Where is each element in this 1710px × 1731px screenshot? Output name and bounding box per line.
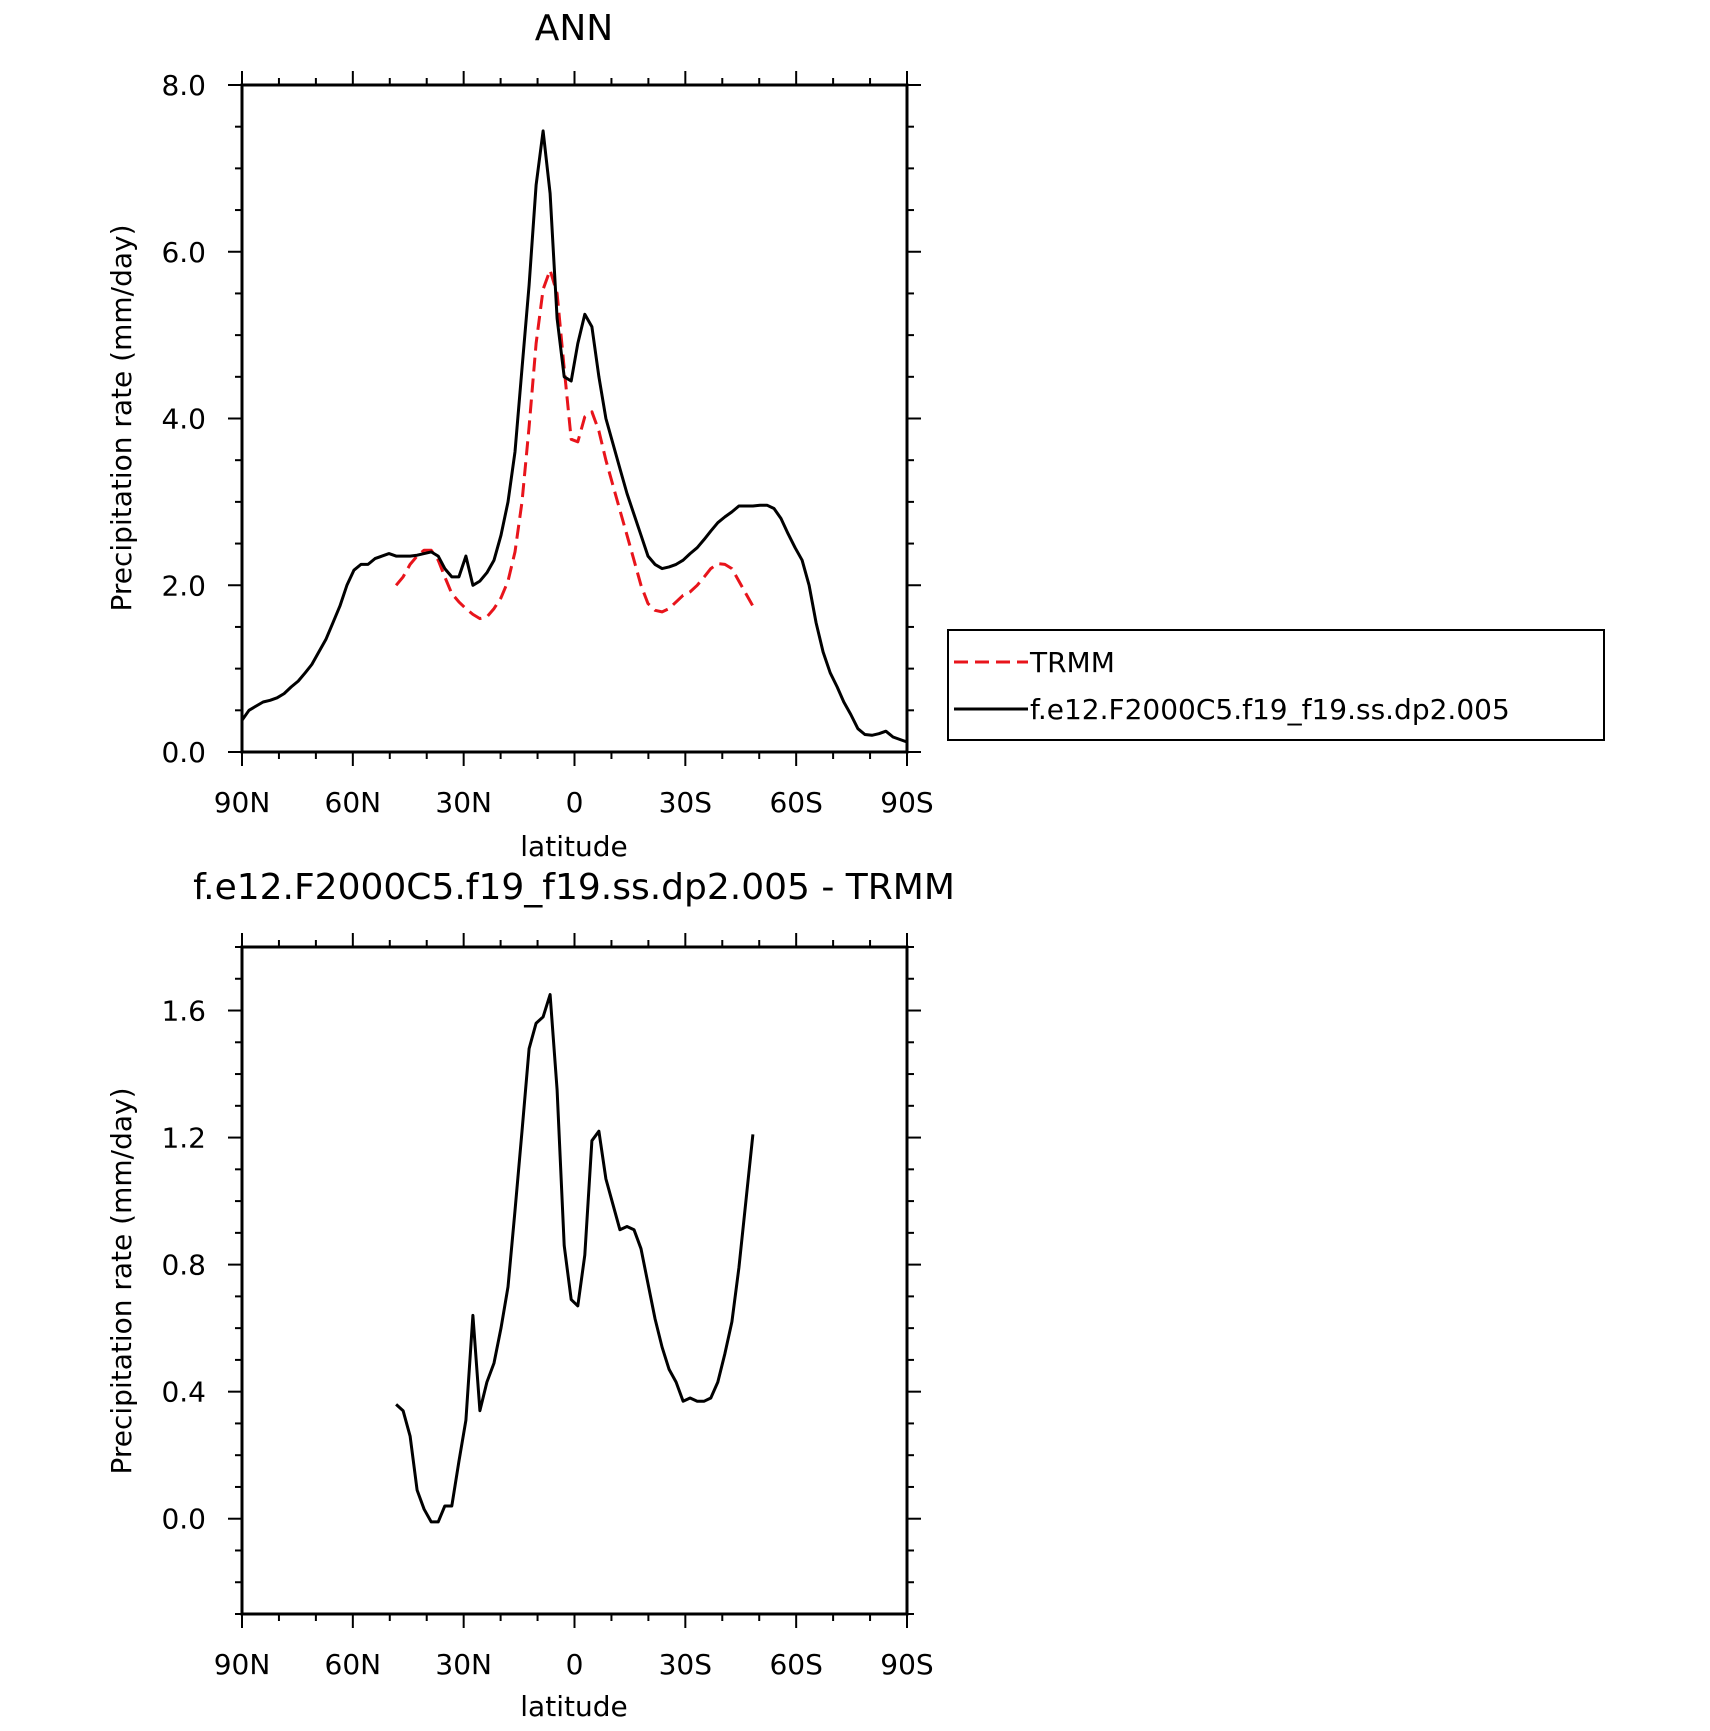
top-y-tick-label: 6.0 [161, 236, 206, 269]
bottom-chart-title: f.e12.F2000C5.f19_f19.ss.dp2.005 - TRMM [193, 867, 955, 908]
top-series-model-line [240, 129, 908, 744]
legend: TRMM f.e12.F2000C5.f19_f19.ss.dp2.005 [947, 629, 1605, 741]
bottom-axis-ticks [228, 933, 921, 1628]
top-series-trmm-line [394, 268, 755, 621]
bottom-x-tick-label: 0 [566, 1648, 584, 1681]
top-x-tick-label: 60N [325, 786, 382, 819]
legend-label-trmm: TRMM [1029, 646, 1115, 679]
bottom-series-difference-line [395, 993, 755, 1524]
bottom-x-tick-label: 30N [435, 1648, 492, 1681]
top-x-tick-label: 90S [880, 786, 933, 819]
difference-panel: f.e12.F2000C5.f19_f19.ss.dp2.005 - TRMM … [105, 867, 955, 1723]
bottom-y-tick-label: 0.0 [161, 1503, 206, 1536]
top-chart-title: ANN [535, 8, 614, 49]
bottom-x-axis-label: latitude [520, 1690, 627, 1723]
top-plot-frame [240, 83, 909, 754]
bottom-x-tick-label: 60S [769, 1648, 822, 1681]
bottom-x-tick-label: 90S [880, 1648, 933, 1681]
bottom-x-tick-label: 60N [325, 1648, 382, 1681]
bottom-y-tick-label: 0.8 [161, 1249, 206, 1282]
bottom-x-tick-label: 30S [659, 1648, 712, 1681]
top-x-tick-label: 60S [769, 786, 822, 819]
bottom-plot-frame [240, 945, 909, 1616]
bottom-y-tick-label: 1.2 [161, 1122, 206, 1155]
bottom-x-tick-label: 90N [214, 1648, 271, 1681]
top-series-lines [240, 129, 908, 744]
top-y-tick-label: 8.0 [161, 69, 206, 102]
bottom-y-axis-label: Precipitation rate (mm/day) [105, 1087, 138, 1474]
top-x-tick-label: 30N [435, 786, 492, 819]
top-x-tick-label: 90N [214, 786, 271, 819]
top-x-axis-label: latitude [520, 830, 627, 863]
top-x-tick-label: 30S [659, 786, 712, 819]
top-y-axis-label: Precipitation rate (mm/day) [105, 224, 138, 611]
top-y-tick-label: 0.0 [161, 736, 206, 769]
legend-frame [947, 629, 1605, 741]
top-y-tick-label: 2.0 [161, 569, 206, 602]
top-x-tick-label: 0 [566, 786, 584, 819]
top-y-tick-label: 4.0 [161, 403, 206, 436]
annual-precip-panel: ANN Precipitation rate (mm/day) latitude… [105, 8, 934, 863]
legend-label-model: f.e12.F2000C5.f19_f19.ss.dp2.005 [1030, 693, 1510, 726]
bottom-y-tick-label: 0.4 [161, 1376, 206, 1409]
top-axis-ticks [228, 71, 921, 766]
bottom-series-lines [395, 993, 755, 1524]
bottom-y-tick-label: 1.6 [161, 995, 206, 1028]
